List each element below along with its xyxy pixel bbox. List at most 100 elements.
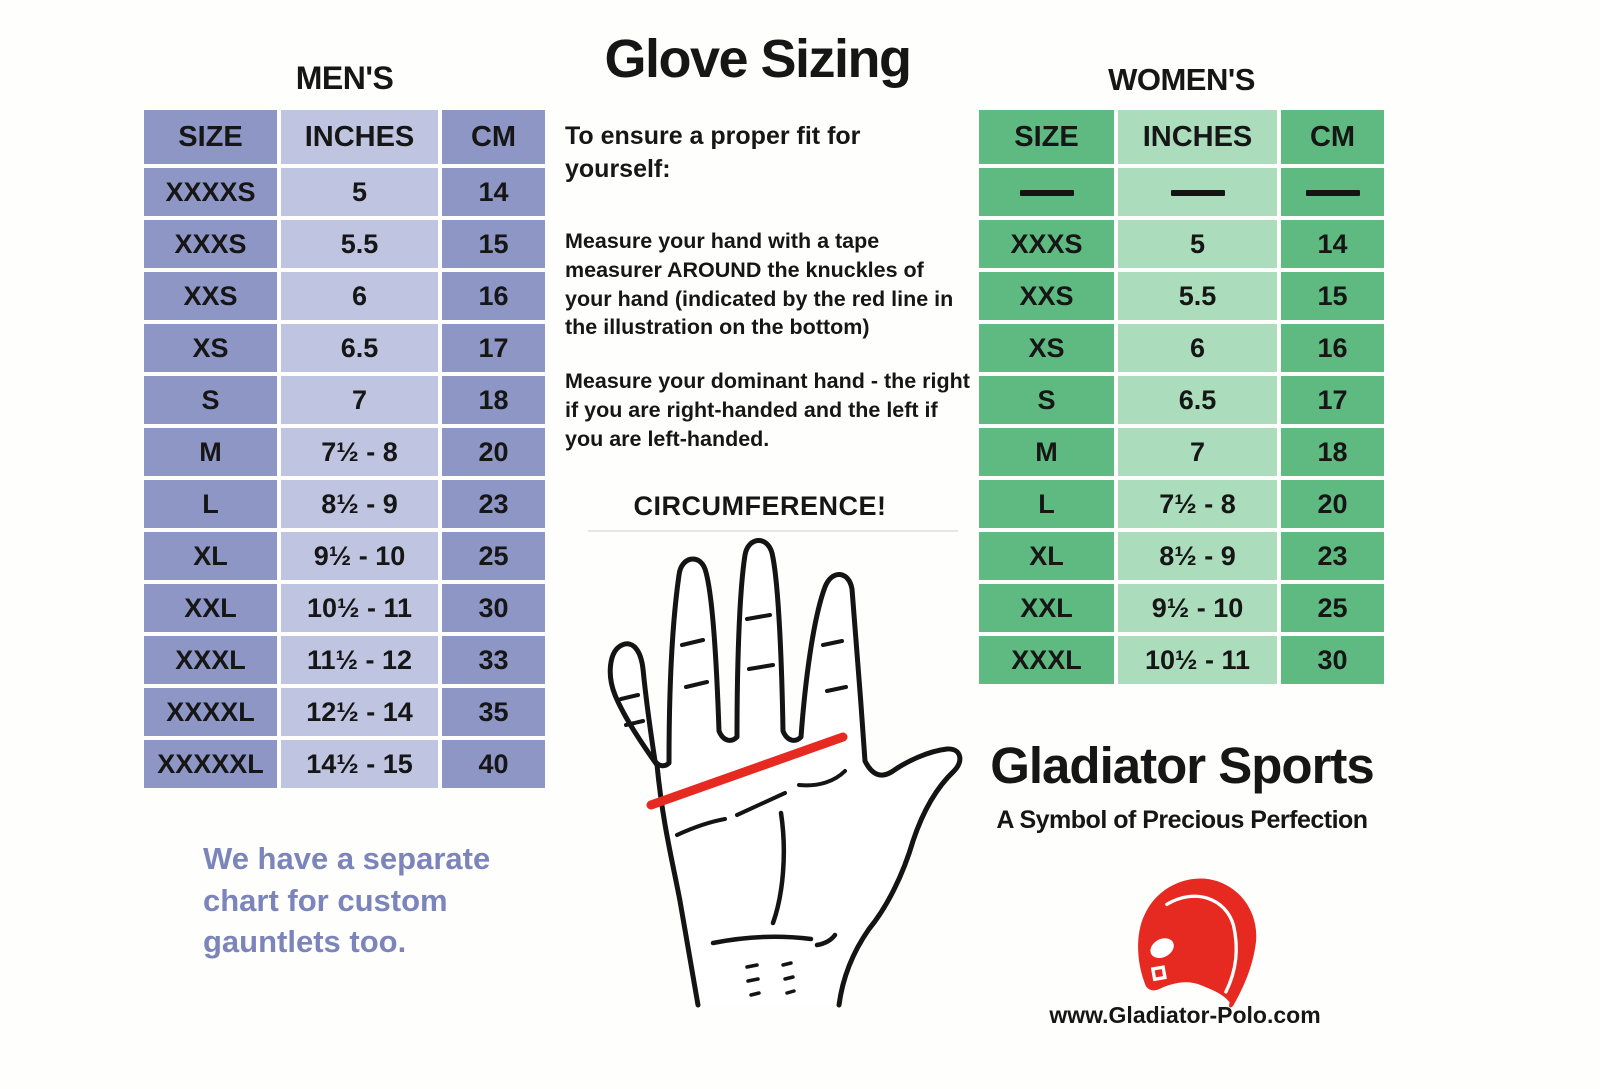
col-header-size: SIZE — [144, 110, 277, 164]
table-cell: XXS — [979, 272, 1114, 320]
mens-table-title: MEN'S — [295, 60, 394, 96]
table-cell: 6 — [1118, 324, 1277, 372]
table-cell: XXXL — [979, 636, 1114, 684]
table-cell: 23 — [1281, 532, 1384, 580]
table-cell: 16 — [442, 272, 545, 320]
table-cell: S — [979, 376, 1114, 424]
table-row: XXXXL 12½ - 14 35 — [144, 688, 545, 736]
table-row — [979, 168, 1384, 216]
table-row: XXXS 5 14 — [979, 220, 1384, 268]
table-row: XXL 10½ - 11 30 — [144, 584, 545, 632]
table-cell: L — [979, 480, 1114, 528]
table-row: S 7 18 — [144, 376, 545, 424]
col-header-inches: INCHES — [1118, 110, 1277, 164]
table-cell: XS — [979, 324, 1114, 372]
table-cell: XS — [144, 324, 277, 372]
table-row: XL 9½ - 10 25 — [144, 532, 545, 580]
table-cell: 25 — [1281, 584, 1384, 632]
table-row: XXL 9½ - 10 25 — [979, 584, 1384, 632]
red-measurement-line — [646, 732, 848, 810]
table-row: XXS 6 16 — [144, 272, 545, 320]
table-cell: XXXXXL — [144, 740, 277, 788]
col-header-size: SIZE — [979, 110, 1114, 164]
table-cell: M — [979, 428, 1114, 476]
table-cell: 9½ - 10 — [281, 532, 438, 580]
page-title: Glove Sizing — [604, 29, 912, 89]
table-cell: 30 — [442, 584, 545, 632]
table-cell: 14½ - 15 — [281, 740, 438, 788]
table-cell: L — [144, 480, 277, 528]
table-cell: 5 — [1118, 220, 1277, 268]
table-cell: XXXL — [144, 636, 277, 684]
intro-text: To ensure a proper fit for yourself: — [565, 122, 861, 183]
table-cell: 6 — [281, 272, 438, 320]
table-row: XXS 5.5 15 — [979, 272, 1384, 320]
table-cell: S — [144, 376, 277, 424]
custom-gauntlets-note: We have a separate chart for custom gaun… — [203, 841, 491, 960]
table-cell: 10½ - 11 — [1118, 636, 1277, 684]
table-cell: 17 — [442, 324, 545, 372]
measure-instruction-1: Measure your hand with a tape measurer A… — [565, 229, 954, 340]
table-header-row: SIZE INCHES CM — [979, 110, 1384, 164]
table-cell: M — [144, 428, 277, 476]
table-cell: 33 — [442, 636, 545, 684]
table-row: M 7 18 — [979, 428, 1384, 476]
table-row: XS 6.5 17 — [144, 324, 545, 372]
col-header-inches: INCHES — [281, 110, 438, 164]
table-cell: 15 — [442, 220, 545, 268]
dash-placeholder — [1170, 190, 1225, 197]
table-cell: 15 — [1281, 272, 1384, 320]
brand-name: Gladiator Sports — [990, 737, 1375, 794]
table-cell: 6.5 — [281, 324, 438, 372]
divider-line — [588, 530, 958, 532]
table-cell: 40 — [442, 740, 545, 788]
dash-placeholder — [1019, 190, 1074, 197]
table-cell — [1118, 168, 1277, 216]
col-header-cm: CM — [442, 110, 545, 164]
table-cell: 8½ - 9 — [1118, 532, 1277, 580]
table-cell: 12½ - 14 — [281, 688, 438, 736]
table-row: XS 6 16 — [979, 324, 1384, 372]
col-header-cm: CM — [1281, 110, 1384, 164]
table-cell: 5 — [281, 168, 438, 216]
table-cell: 30 — [1281, 636, 1384, 684]
table-cell: 7 — [281, 376, 438, 424]
table-cell: 5.5 — [1118, 272, 1277, 320]
table-row: L 8½ - 9 23 — [144, 480, 545, 528]
table-cell: XXXS — [144, 220, 277, 268]
table-cell: 20 — [1281, 480, 1384, 528]
table-cell: 6.5 — [1118, 376, 1277, 424]
table-cell: XXS — [144, 272, 277, 320]
table-cell: 25 — [442, 532, 545, 580]
table-cell: XXXXS — [144, 168, 277, 216]
table-cell: 7½ - 8 — [1118, 480, 1277, 528]
hand-illustration-icon — [607, 538, 963, 1008]
gladiator-helmet-icon — [1138, 878, 1257, 1008]
womens-table-title: WOMEN'S — [1108, 62, 1255, 97]
table-cell: 10½ - 11 — [281, 584, 438, 632]
table-cell — [1281, 168, 1384, 216]
brand-tagline: A Symbol of Precious Perfection — [996, 806, 1368, 834]
table-cell: 8½ - 9 — [281, 480, 438, 528]
table-row: XXXS 5.5 15 — [144, 220, 545, 268]
table-cell: 18 — [1281, 428, 1384, 476]
table-row: XXXXS 5 14 — [144, 168, 545, 216]
table-row: XXXL 10½ - 11 30 — [979, 636, 1384, 684]
brand-website: www.Gladiator-Polo.com — [1049, 1002, 1321, 1028]
measure-instruction-2: Measure your dominant hand - the right i… — [565, 369, 970, 451]
table-cell: XL — [144, 532, 277, 580]
table-cell: 11½ - 12 — [281, 636, 438, 684]
dash-placeholder — [1305, 190, 1360, 197]
table-cell: 17 — [1281, 376, 1384, 424]
table-cell: 14 — [442, 168, 545, 216]
table-cell: 7 — [1118, 428, 1277, 476]
table-row: XXXL 11½ - 12 33 — [144, 636, 545, 684]
table-row: XL 8½ - 9 23 — [979, 532, 1384, 580]
table-header-row: SIZE INCHES CM — [144, 110, 545, 164]
table-cell: XXL — [144, 584, 277, 632]
table-cell: 9½ - 10 — [1118, 584, 1277, 632]
table-cell: XL — [979, 532, 1114, 580]
table-cell: XXXS — [979, 220, 1114, 268]
table-cell: 14 — [1281, 220, 1384, 268]
table-cell — [979, 168, 1114, 216]
